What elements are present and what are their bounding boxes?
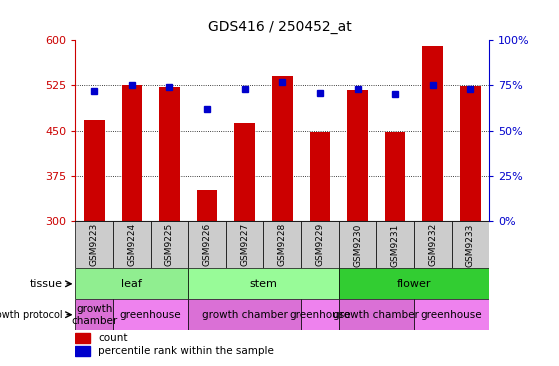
Text: GSM9226: GSM9226 bbox=[202, 223, 212, 266]
Bar bbox=[234, 123, 255, 221]
Text: greenhouse: greenhouse bbox=[120, 310, 182, 320]
Bar bbox=[301, 221, 339, 268]
Text: leaf: leaf bbox=[121, 279, 143, 289]
Bar bbox=[226, 221, 263, 268]
Text: greenhouse: greenhouse bbox=[289, 310, 350, 320]
Text: GSM9223: GSM9223 bbox=[90, 223, 99, 266]
Text: GSM9224: GSM9224 bbox=[127, 223, 136, 266]
Bar bbox=[272, 76, 293, 221]
Bar bbox=[197, 190, 217, 221]
Text: GSM9231: GSM9231 bbox=[391, 223, 400, 266]
Bar bbox=[339, 299, 414, 330]
Text: growth
chamber: growth chamber bbox=[71, 304, 117, 325]
Bar bbox=[151, 221, 188, 268]
Bar bbox=[159, 87, 180, 221]
Bar bbox=[263, 221, 301, 268]
Bar bbox=[339, 268, 489, 299]
Bar bbox=[75, 299, 113, 330]
Bar bbox=[460, 86, 481, 221]
Bar bbox=[113, 221, 151, 268]
Text: stem: stem bbox=[249, 279, 277, 289]
Bar bbox=[75, 221, 113, 268]
Bar bbox=[414, 221, 452, 268]
Text: GSM9225: GSM9225 bbox=[165, 223, 174, 266]
Text: count: count bbox=[98, 333, 127, 343]
Bar bbox=[423, 46, 443, 221]
Bar bbox=[347, 90, 368, 221]
Bar bbox=[75, 333, 90, 343]
Text: GSM9229: GSM9229 bbox=[315, 223, 324, 266]
Bar bbox=[121, 85, 142, 221]
Bar bbox=[301, 299, 339, 330]
Bar bbox=[188, 221, 226, 268]
Bar bbox=[452, 221, 489, 268]
Text: GSM9233: GSM9233 bbox=[466, 223, 475, 266]
Bar bbox=[376, 221, 414, 268]
Bar bbox=[188, 268, 339, 299]
Text: GDS416 / 250452_at: GDS416 / 250452_at bbox=[207, 20, 352, 34]
Text: GSM9232: GSM9232 bbox=[428, 223, 437, 266]
Text: growth chamber: growth chamber bbox=[333, 310, 419, 320]
Bar bbox=[339, 221, 376, 268]
Text: growth protocol: growth protocol bbox=[0, 310, 62, 320]
Text: greenhouse: greenhouse bbox=[421, 310, 482, 320]
Text: flower: flower bbox=[397, 279, 431, 289]
Bar bbox=[75, 268, 188, 299]
Text: growth chamber: growth chamber bbox=[202, 310, 288, 320]
Text: GSM9230: GSM9230 bbox=[353, 223, 362, 266]
Bar bbox=[113, 299, 188, 330]
Bar bbox=[75, 346, 90, 356]
Bar bbox=[188, 299, 301, 330]
Text: GSM9228: GSM9228 bbox=[278, 223, 287, 266]
Bar bbox=[84, 120, 105, 221]
Bar bbox=[310, 132, 330, 221]
Text: tissue: tissue bbox=[29, 279, 62, 289]
Bar bbox=[414, 299, 489, 330]
Text: percentile rank within the sample: percentile rank within the sample bbox=[98, 346, 274, 356]
Text: GSM9227: GSM9227 bbox=[240, 223, 249, 266]
Bar bbox=[385, 132, 405, 221]
